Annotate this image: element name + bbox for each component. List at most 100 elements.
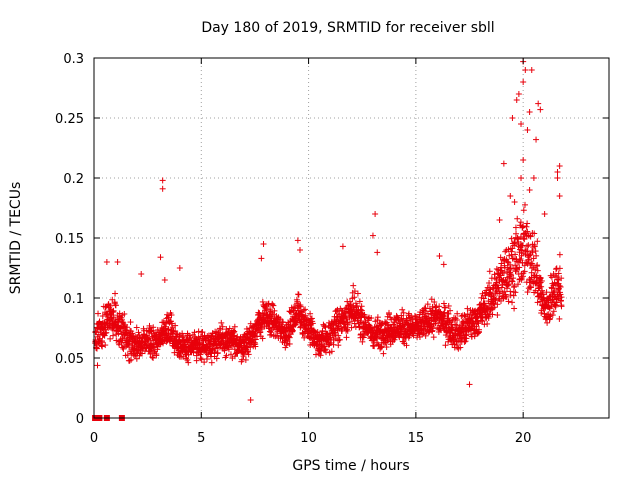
x-tick-label: 10 bbox=[300, 431, 317, 446]
data-point bbox=[541, 211, 548, 217]
data-point bbox=[218, 319, 225, 326]
data-point bbox=[533, 136, 540, 143]
data-point bbox=[524, 289, 531, 296]
data-point bbox=[99, 343, 106, 350]
data-point bbox=[270, 302, 277, 309]
data-point bbox=[302, 306, 309, 313]
data-point bbox=[184, 356, 191, 363]
data-point bbox=[147, 350, 154, 357]
data-point bbox=[120, 345, 127, 352]
data-point bbox=[307, 310, 314, 317]
data-point bbox=[514, 215, 521, 222]
data-point bbox=[94, 362, 101, 369]
data-point bbox=[172, 322, 179, 329]
data-point bbox=[518, 175, 525, 181]
data-point bbox=[522, 67, 529, 73]
data-point bbox=[508, 235, 515, 242]
data-point bbox=[520, 207, 527, 214]
data-point bbox=[380, 350, 387, 357]
data-point bbox=[242, 356, 249, 363]
data-point bbox=[130, 352, 137, 359]
data-point bbox=[176, 265, 183, 271]
data-point bbox=[440, 261, 447, 268]
data-point bbox=[528, 67, 535, 73]
data-point bbox=[372, 211, 379, 217]
data-point bbox=[168, 320, 175, 327]
x-tick-label: 5 bbox=[197, 431, 205, 446]
data-point bbox=[294, 298, 301, 305]
y-tick-label: 0.3 bbox=[63, 52, 84, 67]
data-point bbox=[208, 350, 215, 357]
y-tick-label: 0.1 bbox=[63, 292, 84, 307]
data-point bbox=[556, 193, 563, 199]
data-point bbox=[95, 310, 102, 317]
data-point bbox=[103, 329, 110, 336]
data-point bbox=[442, 342, 449, 349]
data-point bbox=[167, 336, 174, 343]
data-point bbox=[121, 310, 128, 317]
y-tick-label: 0.25 bbox=[55, 112, 84, 127]
data-point bbox=[225, 346, 232, 353]
data-point bbox=[271, 307, 278, 314]
data-point bbox=[374, 249, 381, 256]
data-point bbox=[312, 351, 319, 358]
data-point bbox=[259, 335, 266, 342]
data-point bbox=[193, 357, 200, 364]
data-point bbox=[241, 350, 248, 357]
data-point bbox=[552, 302, 559, 309]
data-point bbox=[119, 319, 126, 326]
data-point bbox=[322, 349, 329, 356]
data-point bbox=[231, 323, 238, 330]
data-point bbox=[110, 332, 117, 339]
data-point bbox=[234, 333, 241, 340]
data-point bbox=[526, 187, 533, 193]
x-tick-label: 15 bbox=[408, 431, 425, 446]
data-point bbox=[102, 330, 109, 337]
data-point bbox=[112, 290, 119, 297]
data-point bbox=[556, 251, 563, 258]
data-point bbox=[128, 356, 135, 363]
data-point bbox=[258, 255, 265, 262]
data-point bbox=[494, 312, 501, 319]
data-points bbox=[92, 58, 565, 421]
data-point bbox=[491, 275, 498, 282]
data-point bbox=[266, 328, 273, 335]
data-point bbox=[526, 109, 533, 115]
data-point bbox=[556, 315, 563, 322]
data-point bbox=[252, 336, 259, 343]
data-point bbox=[126, 357, 133, 364]
data-point bbox=[245, 351, 252, 358]
data-point bbox=[195, 328, 202, 335]
data-point bbox=[172, 327, 179, 334]
data-point bbox=[161, 277, 168, 283]
data-point bbox=[295, 291, 302, 298]
data-point bbox=[231, 328, 238, 335]
data-point bbox=[150, 354, 157, 361]
data-point bbox=[556, 265, 563, 272]
data-point bbox=[509, 115, 516, 121]
y-tick-label: 0 bbox=[76, 412, 84, 427]
data-point bbox=[227, 351, 234, 358]
data-point bbox=[129, 330, 136, 337]
data-point bbox=[558, 303, 565, 310]
data-point bbox=[302, 312, 309, 319]
x-tick-label: 0 bbox=[90, 431, 98, 446]
data-point bbox=[486, 268, 493, 275]
data-point bbox=[149, 354, 156, 361]
data-point bbox=[124, 352, 131, 359]
data-point bbox=[297, 247, 303, 253]
data-point bbox=[496, 217, 503, 223]
data-point bbox=[247, 344, 254, 351]
data-point bbox=[208, 359, 215, 366]
y-tick-label: 0.15 bbox=[55, 232, 84, 247]
data-point bbox=[185, 359, 192, 366]
data-point bbox=[350, 282, 357, 289]
data-point bbox=[214, 349, 221, 356]
axis-tick-labels: 0 0.05 0.1 0.15 0.2 0.25 0.3 0 5 10 15 20 bbox=[55, 52, 531, 446]
y-axis-label: SRMTID / TECUs bbox=[8, 182, 24, 295]
data-point bbox=[182, 341, 189, 348]
data-point bbox=[500, 160, 507, 167]
data-point bbox=[436, 253, 443, 259]
data-point bbox=[112, 302, 119, 309]
